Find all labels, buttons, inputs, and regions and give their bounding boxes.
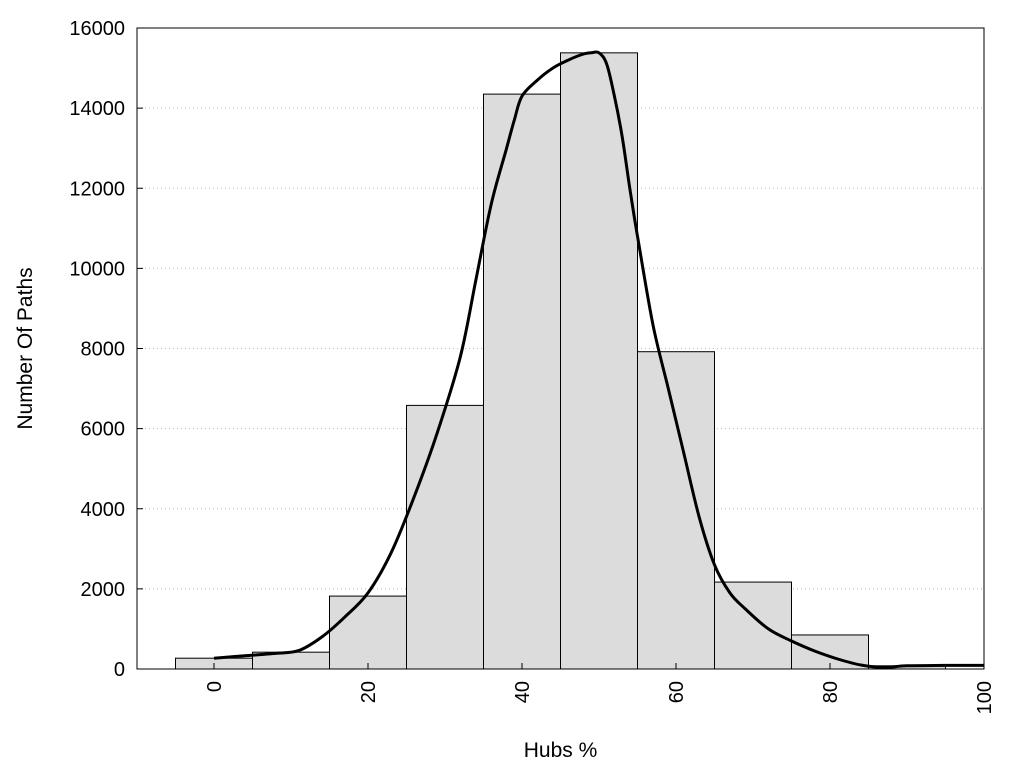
y-tick-label: 8000 <box>81 339 126 361</box>
y-tick-label: 0 <box>114 659 125 681</box>
histogram-bar <box>329 595 407 670</box>
x-axis-ticks: 0 20 40 60 80 100 <box>204 663 996 714</box>
x-tick-label: 20 <box>358 681 380 703</box>
x-axis-label: Hubs % <box>524 739 598 762</box>
x-tick-label: 80 <box>820 681 842 703</box>
y-tick-label: 14000 <box>69 98 125 120</box>
y-tick-label: 6000 <box>81 419 126 441</box>
y-tick-label: 4000 <box>81 499 126 521</box>
x-tick-label: 100 <box>974 681 996 714</box>
x-tick-label: 0 <box>204 681 226 692</box>
density-curve-layer <box>213 50 985 669</box>
x-tick-label: 60 <box>666 681 688 703</box>
histogram-bar <box>637 351 715 670</box>
histogram-bars <box>175 52 946 670</box>
density-curve <box>213 50 985 669</box>
y-tick-label: 16000 <box>69 18 125 40</box>
y-axis-ticks: 0 2000 4000 6000 8000 10000 12000 14000 16000 <box>69 18 143 681</box>
x-tick-label: 40 <box>512 681 534 703</box>
y-tick-label: 12000 <box>69 178 125 200</box>
histogram-bar <box>483 93 561 670</box>
y-tick-label: 10000 <box>69 258 125 280</box>
y-tick-label: 2000 <box>81 579 126 601</box>
histogram-bar <box>714 581 792 670</box>
histogram-bar <box>406 404 484 670</box>
y-axis-label: Number Of Paths <box>14 267 37 429</box>
histogram-bar <box>560 52 638 670</box>
